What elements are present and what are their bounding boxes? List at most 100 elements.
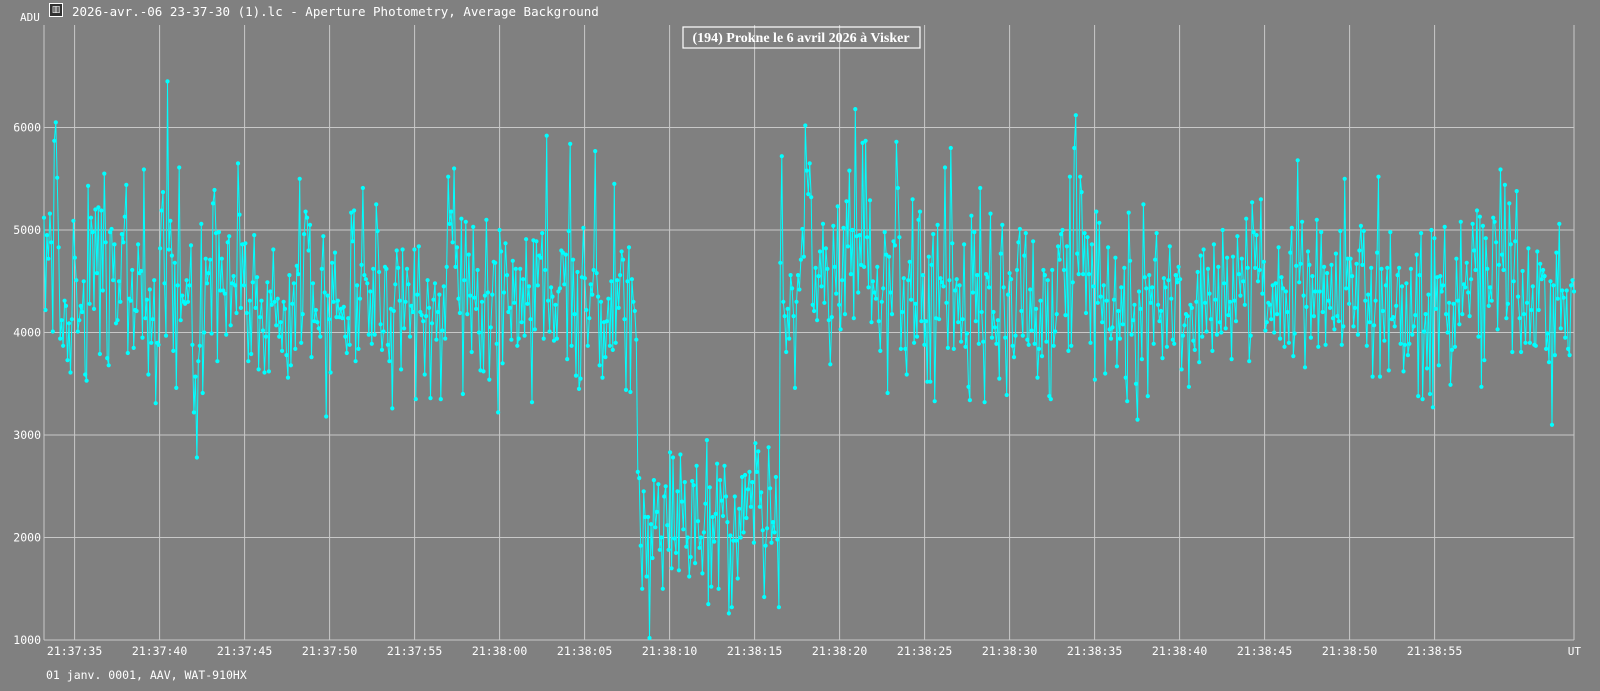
data-point [804,168,809,173]
data-point [1182,323,1187,328]
data-point [1395,273,1400,278]
data-point [1361,228,1366,234]
data-point [889,312,895,317]
data-point [1048,397,1053,402]
data-point [1436,363,1441,368]
data-point [1501,267,1506,273]
data-point [772,530,777,535]
data-point [344,350,349,356]
data-point [90,230,95,235]
data-point [957,283,962,288]
data-point [218,288,223,293]
data-point [452,166,457,171]
data-point [1094,209,1099,214]
data-point [892,243,898,248]
data-point [1567,353,1572,358]
data-point [1394,303,1399,308]
data-point [1238,293,1243,298]
data-point [1201,247,1206,252]
data-point [788,273,793,278]
data-point [65,358,70,363]
data-point [1172,341,1177,346]
data-point [1308,335,1313,340]
data-point [1232,298,1237,303]
data-point [950,241,955,246]
data-point [187,283,192,288]
data-point [203,256,208,261]
data-point [1325,271,1330,276]
data-point [865,235,870,240]
data-point [1401,369,1406,374]
data-point [340,316,345,321]
data-point [374,202,379,207]
data-point [903,346,908,351]
data-point [768,486,773,491]
data-point [331,299,336,304]
data-point [743,472,748,478]
x-tick-label: 21:38:30 [982,644,1037,658]
data-point [1194,299,1199,304]
data-point [366,332,371,337]
data-point [1278,336,1283,341]
data-point [1075,251,1080,256]
data-point [440,328,445,333]
data-point [1207,291,1212,296]
data-point [541,336,546,341]
data-point [1236,272,1241,277]
data-point [803,123,808,128]
data-point [1225,255,1230,260]
data-point [1089,242,1094,247]
data-point [703,501,708,506]
data-point [277,334,282,339]
data-point [163,333,169,338]
data-point [967,398,973,403]
data-point [1322,264,1327,269]
data-point [421,319,426,324]
data-point [825,266,830,271]
data-point [1510,349,1515,355]
data-point [1316,344,1321,349]
data-point [869,320,874,325]
data-point [1367,320,1372,325]
data-point [563,252,568,257]
data-point [406,282,411,287]
data-point [231,274,236,279]
data-point [607,343,613,348]
data-point [1301,293,1306,298]
data-point [247,298,252,303]
data-point [1053,329,1058,334]
data-point [469,349,474,355]
data-point [792,385,798,390]
data-point [1494,240,1499,245]
data-point [881,286,886,291]
data-point [1473,267,1478,273]
data-point [710,514,715,520]
x-tick-label: 21:38:25 [897,644,952,658]
data-point [494,341,499,346]
data-point [368,289,373,294]
data-point [1554,250,1559,255]
data-point [510,258,515,263]
chart-title: (194) Prokne le 6 avril 2026 à Visker [692,31,909,46]
data-point [1508,242,1513,247]
data-point [728,533,733,538]
data-point [1370,374,1375,379]
data-point [1422,329,1427,334]
data-point [668,450,673,455]
data-point [150,317,155,322]
data-point [156,342,161,347]
data-point [914,334,920,339]
data-point [476,330,482,335]
chart-window-icon[interactable]: ▥ [49,3,63,17]
data-point [1548,279,1553,284]
data-point [83,372,88,377]
data-point [1180,333,1186,338]
data-point [387,359,392,364]
data-point [202,330,207,335]
data-point [1391,315,1396,320]
data-point [291,281,296,286]
data-point [775,537,780,542]
data-point [1464,260,1469,265]
data-point [759,490,764,495]
data-point [1566,346,1571,351]
